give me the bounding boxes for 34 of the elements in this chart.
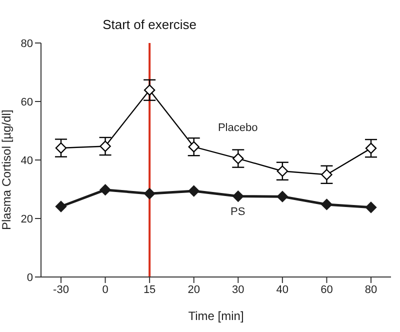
x-axis-title: Time [min] [188,309,244,323]
y-tick-label: 80 [20,38,33,50]
y-tick-label: 20 [20,213,33,226]
x-tick-label: 15 [143,284,156,296]
x-tick-label: -30 [53,284,69,296]
x-tick-label: 0 [102,284,108,296]
y-tick-label: 40 [20,154,33,167]
point [100,184,111,196]
point [365,142,377,154]
point [276,190,288,202]
series-label: Placebo [218,122,258,134]
point [188,141,200,152]
x-tick-label: 80 [364,284,378,296]
x-tick-label: 60 [320,284,333,296]
y-tick-label: 60 [20,96,33,108]
point [232,152,244,164]
x-tick-label: 30 [232,284,244,296]
point [232,190,244,202]
point [365,202,377,213]
x-tick-label: 20 [188,284,200,296]
series-label: PS [230,206,246,218]
y-axis-title: Plasma Cortisol [µg/dl] [0,110,14,230]
point [100,140,111,152]
point [144,188,156,200]
point [321,169,332,180]
point [321,198,332,210]
point [55,200,67,212]
point [188,185,200,197]
point [55,142,67,154]
point [144,84,156,96]
point [276,166,288,177]
x-tick-label: 40 [276,284,289,296]
ref-line-label: Start of exercise [102,17,197,32]
y-tick-label: 0 [26,272,33,284]
